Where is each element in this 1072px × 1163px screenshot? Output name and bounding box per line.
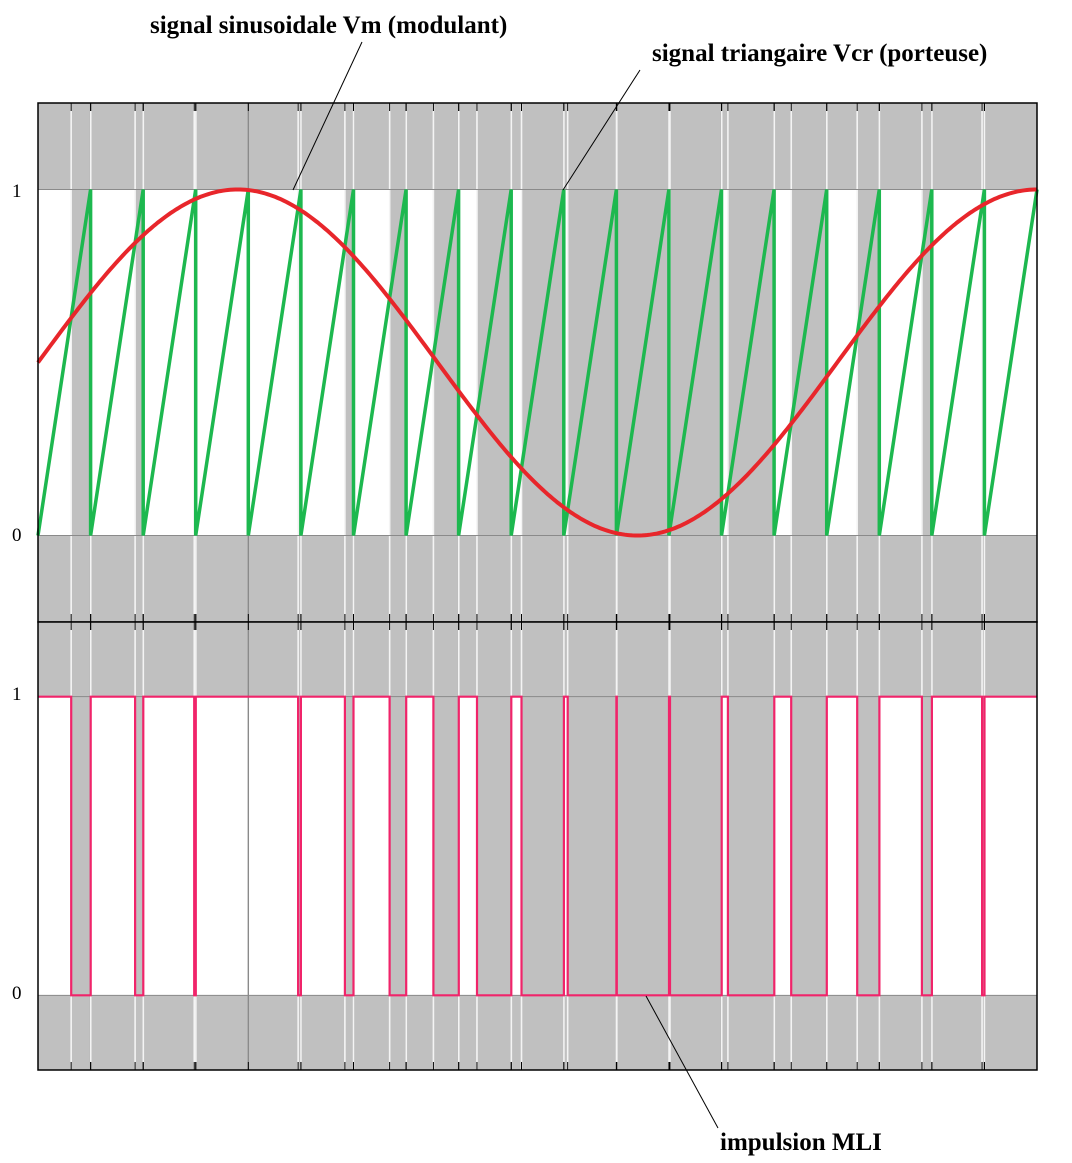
- mli-series-line: [38, 695, 1037, 997]
- bottom-frame: [37, 621, 1038, 1071]
- top-chart: [36, 102, 1039, 623]
- top-high-band: [353, 189, 390, 536]
- bottom-ytick-0: 0: [12, 983, 22, 1004]
- annotation-modulant: signal sinusoidale Vm (modulant): [150, 12, 507, 39]
- bottom-high-band: [826, 696, 858, 996]
- bottom-high-band: [774, 696, 792, 996]
- bottom-high-band: [931, 696, 983, 996]
- top-high-band: [511, 189, 522, 536]
- top-high-band: [406, 189, 434, 536]
- bottom-high-band: [38, 696, 72, 996]
- top-ytick-0: 0: [12, 525, 22, 546]
- top-high-band: [38, 189, 72, 536]
- carrier-series-line: [36, 189, 1039, 536]
- bottom-high-band: [353, 696, 390, 996]
- bottom-high-band: [195, 696, 299, 996]
- bottom-high-band: [879, 696, 922, 996]
- annotation-porteuse: signal triangaire Vcr (porteuse): [652, 40, 987, 67]
- bottom-high-band: [90, 696, 136, 996]
- bottom-high-band: [458, 696, 477, 996]
- top-ytick-1: 1: [12, 181, 22, 202]
- leader-mli: [645, 995, 719, 1129]
- bottom-high-band: [406, 696, 434, 996]
- bottom-high-band: [984, 696, 1037, 996]
- bottom-high-band: [143, 696, 195, 996]
- bottom-high-band: [563, 696, 568, 996]
- bottom-high-band: [300, 696, 345, 996]
- leader-modulant: [292, 41, 363, 191]
- leader-porteuse: [562, 69, 641, 191]
- bottom-high-band: [511, 696, 522, 996]
- bottom-ytick-1: 1: [12, 684, 22, 705]
- modulant-series-line: [36, 187, 1037, 538]
- top-high-band: [721, 189, 728, 536]
- bottom-high-band: [721, 696, 728, 996]
- annotation-mli: impulsion MLI: [720, 1129, 882, 1156]
- bottom-chart: [37, 621, 1038, 1071]
- top-high-band: [563, 189, 568, 536]
